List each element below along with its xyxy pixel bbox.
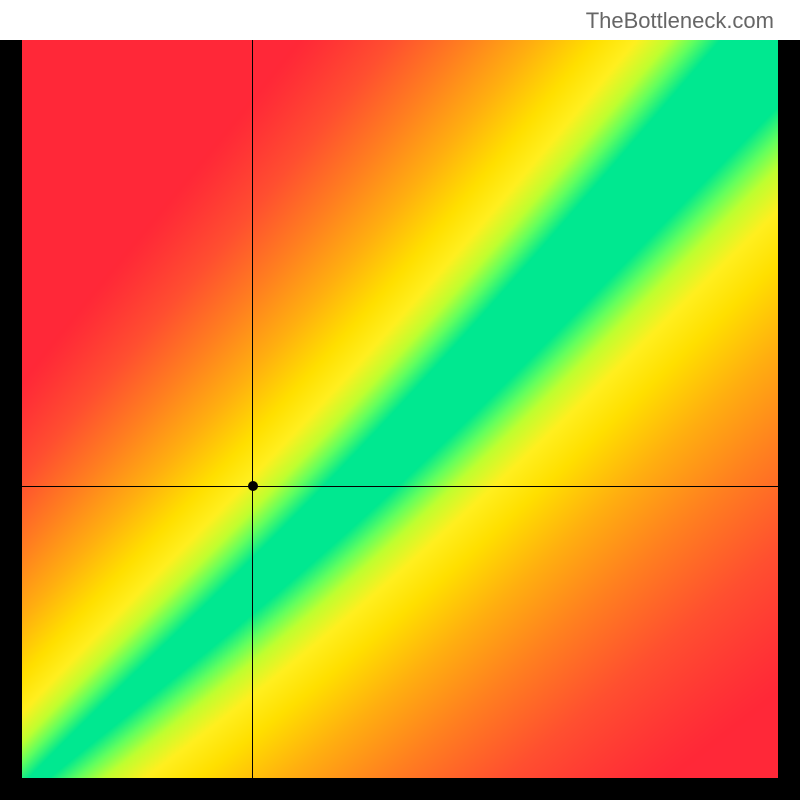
heatmap-canvas bbox=[22, 40, 778, 778]
watermark-text: TheBottleneck.com bbox=[586, 8, 774, 34]
frame-bar bbox=[0, 40, 22, 800]
frame-bar bbox=[0, 778, 800, 800]
crosshair-horizontal bbox=[22, 486, 778, 487]
crosshair-vertical bbox=[252, 40, 253, 778]
frame-bar bbox=[778, 40, 800, 800]
chart-container: TheBottleneck.com bbox=[0, 0, 800, 800]
